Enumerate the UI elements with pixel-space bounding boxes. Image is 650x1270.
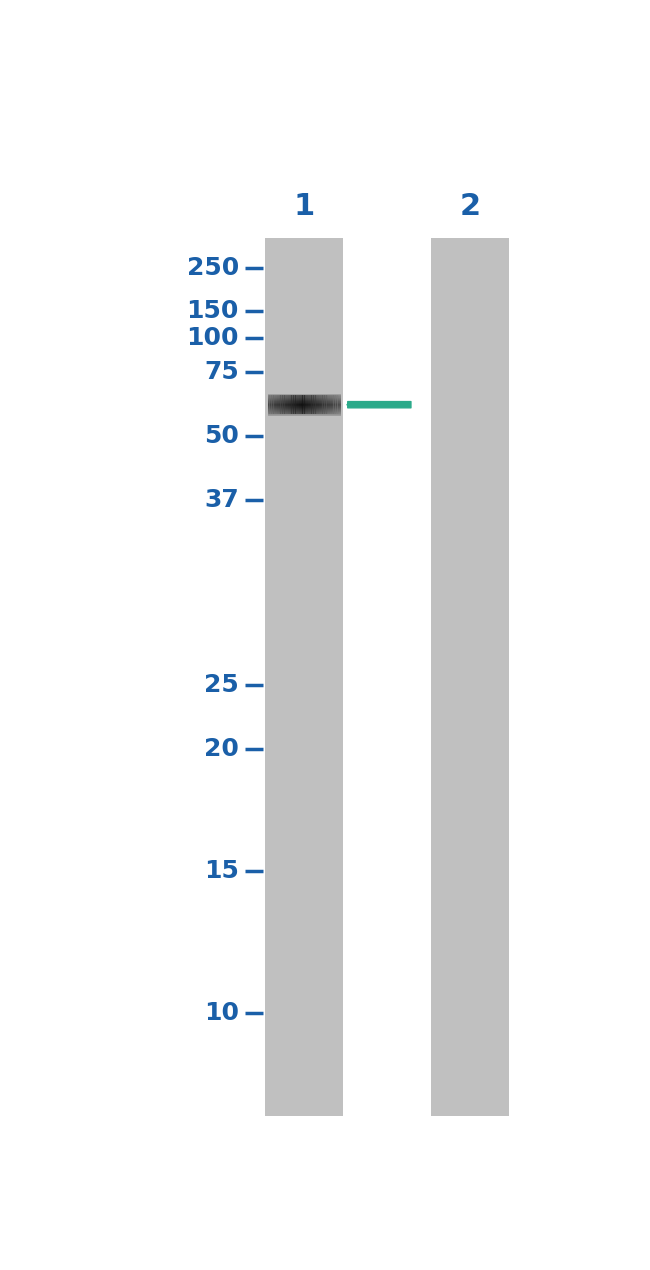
Bar (282, 395, 285, 414)
Bar (313, 395, 316, 414)
Bar (291, 395, 294, 414)
Bar (332, 395, 334, 414)
Bar (432, 239, 510, 1115)
Bar (306, 395, 308, 414)
Bar (337, 395, 339, 414)
Bar (335, 395, 337, 414)
Bar (271, 395, 274, 414)
Bar (328, 395, 330, 414)
Text: 50: 50 (204, 424, 239, 448)
Bar (293, 395, 296, 414)
Bar (320, 395, 323, 414)
Text: 10: 10 (204, 1001, 239, 1025)
Bar (302, 395, 305, 414)
Text: 250: 250 (187, 255, 239, 279)
Bar (289, 395, 292, 414)
Bar (270, 395, 272, 414)
Text: 2: 2 (460, 192, 481, 221)
Bar (297, 395, 299, 414)
Bar (295, 395, 297, 414)
Text: 20: 20 (204, 737, 239, 761)
Bar (318, 395, 321, 414)
Bar (284, 395, 287, 414)
Text: 25: 25 (204, 673, 239, 697)
Bar (322, 395, 325, 414)
Text: 150: 150 (187, 298, 239, 323)
Bar (300, 395, 303, 414)
Bar (315, 395, 317, 414)
Bar (330, 395, 332, 414)
Text: 75: 75 (204, 361, 239, 385)
Bar (268, 395, 270, 414)
Text: 100: 100 (187, 326, 239, 351)
Bar (265, 239, 343, 1115)
Bar (275, 395, 278, 414)
Bar (311, 395, 314, 414)
Bar (309, 395, 312, 414)
Bar (286, 395, 288, 414)
Text: 1: 1 (294, 192, 315, 221)
Bar (304, 395, 307, 414)
Bar (339, 395, 341, 414)
Bar (288, 395, 290, 414)
Bar (273, 395, 276, 414)
Bar (277, 395, 279, 414)
Bar (299, 395, 301, 414)
Text: 15: 15 (204, 860, 239, 883)
Bar (324, 395, 326, 414)
Bar (317, 395, 319, 414)
Bar (279, 395, 281, 414)
Bar (280, 395, 283, 414)
Bar (326, 395, 328, 414)
Bar (333, 395, 335, 414)
Text: 37: 37 (204, 488, 239, 512)
Bar (308, 395, 310, 414)
